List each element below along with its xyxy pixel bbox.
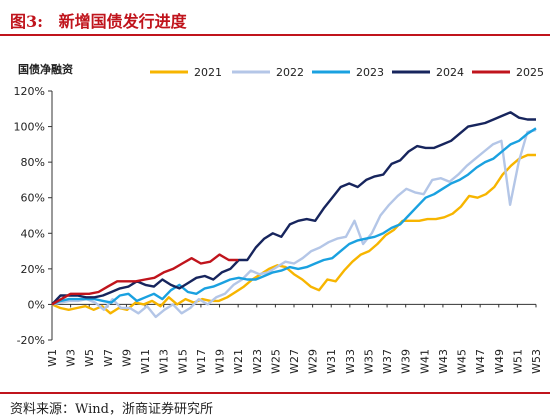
- series-line-2025: [51, 253, 239, 306]
- x-tick-label: W43: [437, 349, 450, 374]
- x-tick-label: W5: [83, 349, 96, 367]
- y-axis-label: 国债净融资: [18, 62, 73, 76]
- x-tick-label: W29: [307, 349, 320, 374]
- figure-title: 图3: 新增国债发行进度: [10, 8, 187, 32]
- source-note: 资料来源：Wind，浙商证券研究所: [10, 402, 213, 417]
- y-tick-label: 100%: [14, 121, 45, 134]
- x-tick-label: W33: [344, 349, 357, 374]
- legend-label-2023: 2023: [356, 66, 384, 79]
- x-tick-label: W19: [214, 349, 227, 374]
- y-tick-label: 0%: [28, 298, 45, 311]
- x-tick-label: W9: [120, 349, 133, 367]
- x-tick-label: W41: [418, 349, 431, 374]
- x-tick-label: W53: [530, 349, 543, 374]
- x-tick-label: W47: [474, 349, 487, 374]
- x-tick-label: W21: [232, 349, 245, 374]
- x-tick-label: W13: [158, 349, 171, 374]
- series-line-2022: [51, 128, 537, 319]
- y-tick-label: 20%: [21, 263, 45, 276]
- legend-label-2024: 2024: [436, 66, 464, 79]
- y-tick-label: 60%: [21, 192, 45, 205]
- title-rule: [0, 34, 550, 36]
- x-tick-label: W3: [65, 349, 78, 367]
- footer-rule: [0, 392, 550, 394]
- x-tick-label: W37: [381, 349, 394, 374]
- x-tick-label: W27: [288, 349, 301, 374]
- x-tick-label: W23: [251, 349, 264, 374]
- x-tick-label: W7: [102, 349, 115, 367]
- x-tick-label: W45: [456, 349, 469, 374]
- y-tick-label: 80%: [21, 156, 45, 169]
- x-tick-label: W15: [176, 349, 189, 374]
- y-tick-label: 40%: [21, 227, 45, 240]
- x-tick-label: W49: [493, 349, 506, 374]
- x-tick-label: W51: [511, 349, 524, 374]
- legend-label-2021: 2021: [194, 66, 222, 79]
- figure-label: 图3:: [10, 12, 44, 31]
- x-tick-label: W31: [325, 349, 338, 374]
- series-line-2023: [51, 127, 537, 306]
- series-line-2021: [51, 153, 536, 315]
- x-tick-label: W1: [46, 349, 59, 367]
- y-tick-label: 120%: [14, 85, 45, 98]
- y-tick-label: -20%: [17, 334, 45, 347]
- x-tick-label: W35: [362, 349, 375, 374]
- x-tick-label: W25: [269, 349, 282, 374]
- legend-label-2022: 2022: [276, 66, 304, 79]
- legend-label-2025: 2025: [516, 66, 544, 79]
- x-tick-label: W11: [139, 349, 152, 374]
- x-tick-label: W17: [195, 349, 208, 374]
- figure-title-text: 新增国债发行进度: [58, 12, 187, 31]
- series-line-2024: [51, 111, 536, 306]
- x-tick-label: W39: [400, 349, 413, 374]
